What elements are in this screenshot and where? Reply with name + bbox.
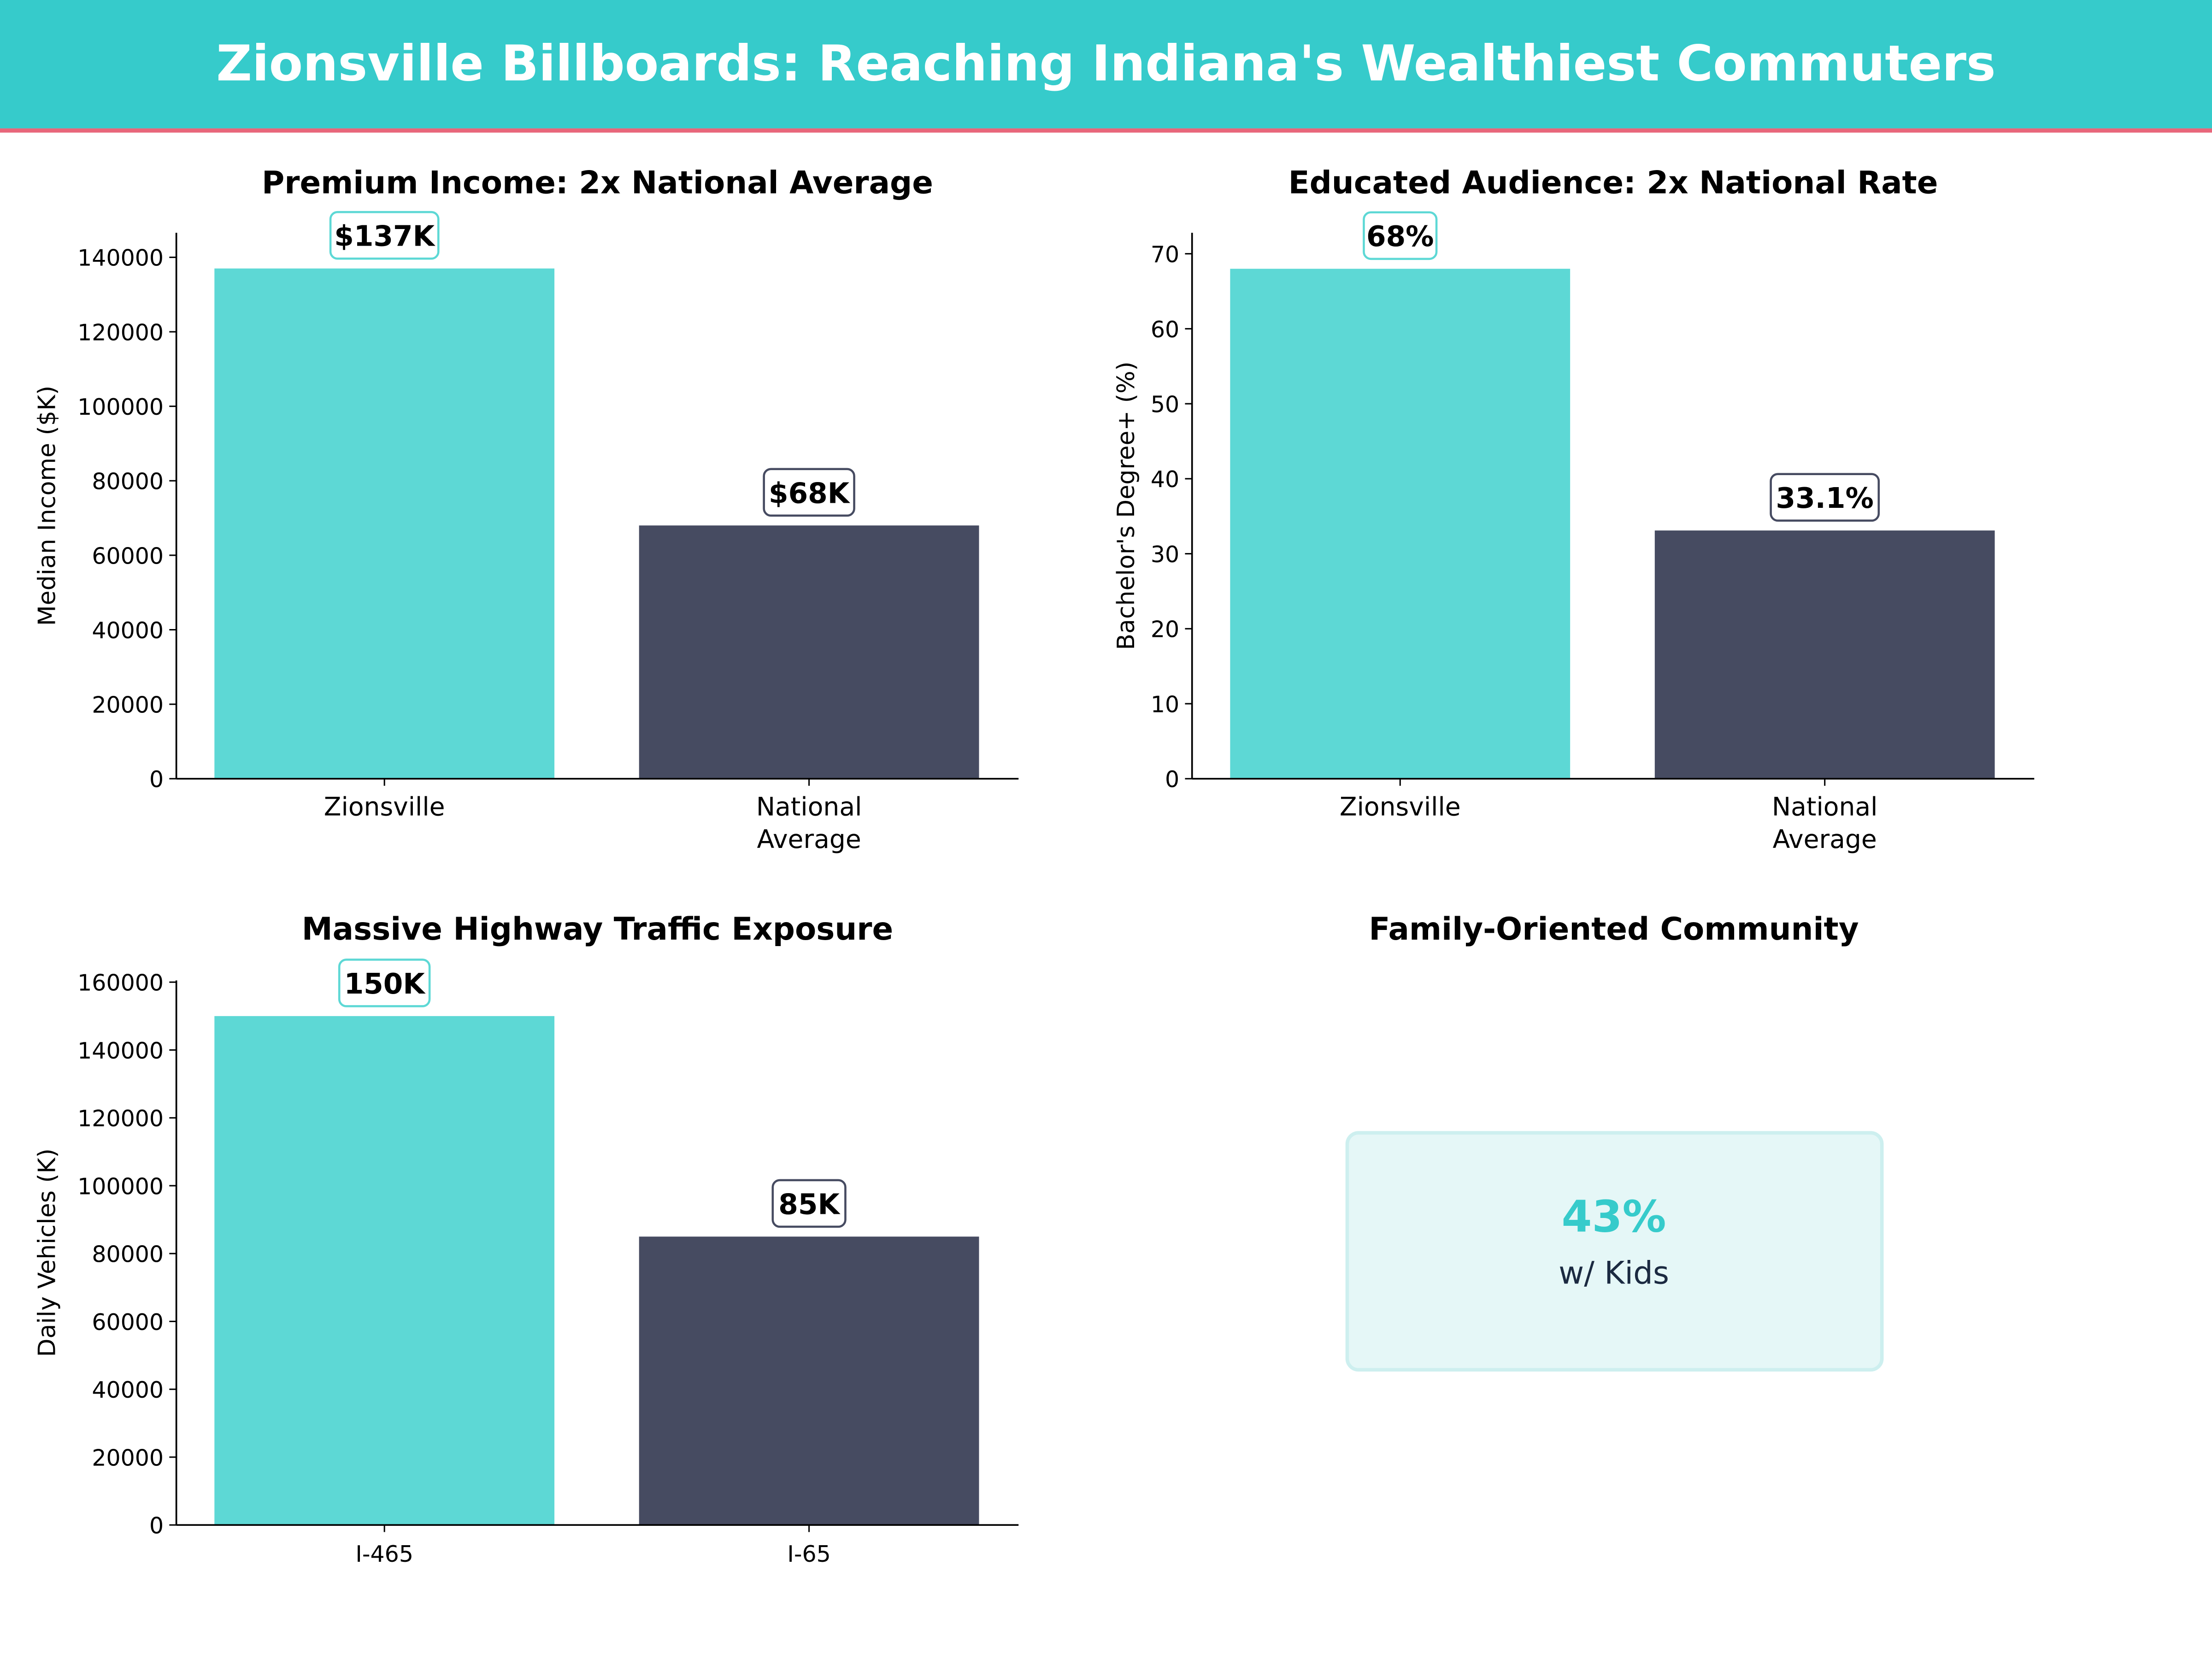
y-tick-label: 70 xyxy=(1151,241,1179,268)
y-tick-label: 160000 xyxy=(77,970,164,996)
stat-card xyxy=(1345,1131,1884,1372)
data-label-box xyxy=(763,468,855,517)
y-tick-label: 40000 xyxy=(92,1377,164,1403)
data-label: 68% xyxy=(1366,220,1434,253)
stat-value: 43% xyxy=(1561,1191,1666,1242)
y-tick-label: 100000 xyxy=(77,1173,164,1200)
x-tick-label: Zionsville xyxy=(324,792,445,821)
data-label-box xyxy=(1363,211,1438,260)
y-tick-label: 140000 xyxy=(77,1038,164,1064)
data-label: $137K xyxy=(334,220,435,253)
stat-label: w/ Kids xyxy=(1559,1255,1669,1291)
data-label: 33.1% xyxy=(1776,482,1873,515)
header-title: Zionsville Billboards: Reaching Indiana'… xyxy=(216,35,1995,92)
x-tick-label: National xyxy=(1772,792,1878,821)
y-tick-label: 60 xyxy=(1151,317,1179,343)
data-label-box xyxy=(771,1179,847,1228)
y-axis-label: Median Income ($K) xyxy=(33,386,61,626)
bar-i-65 xyxy=(639,1236,979,1525)
x-tick-label: National xyxy=(756,792,862,821)
y-tick-label: 40000 xyxy=(92,618,164,644)
y-axis-label: Daily Vehicles (K) xyxy=(33,1148,61,1357)
y-tick-label: 40 xyxy=(1151,466,1179,493)
bar-zionsville xyxy=(214,268,555,779)
x-tick-label: Average xyxy=(1773,824,1877,854)
header-accent-line xyxy=(0,128,2212,133)
y-tick-label: 0 xyxy=(149,766,164,793)
bar-i-465 xyxy=(214,1016,555,1525)
bar-chart-1: Premium Income: 2x National Average $137K… xyxy=(33,164,1019,854)
y-tick-label: 20000 xyxy=(92,692,164,718)
bar-chart-2: Educated Audience: 2x National Rate 68% Zi… xyxy=(1112,164,2035,854)
bar-zionsville xyxy=(1230,269,1571,779)
bar-national-average xyxy=(1654,530,1995,779)
bar-chart-3: Massive Highway Traffic Exposure 150K I-46… xyxy=(33,911,1019,1567)
data-label: 150K xyxy=(344,968,426,1000)
x-tick-label: Zionsville xyxy=(1340,792,1461,821)
chart-title: Premium Income: 2x National Average xyxy=(262,164,933,200)
data-label-box xyxy=(338,959,431,1007)
x-tick-label: Average xyxy=(757,824,861,854)
charts: Premium Income: 2x National Average $137K… xyxy=(33,164,2035,1567)
y-tick-label: 120000 xyxy=(77,319,164,346)
chart-title: Educated Audience: 2x National Rate xyxy=(1288,164,1938,200)
y-tick-label: 60000 xyxy=(92,1309,164,1335)
y-tick-label: 10 xyxy=(1151,691,1179,718)
stat-panel: Family-Oriented Community 43% w/ Kids xyxy=(1345,911,1884,1372)
chart-title: Massive Highway Traffic Exposure xyxy=(302,911,893,947)
y-tick-label: 60000 xyxy=(92,543,164,569)
data-label-box xyxy=(329,211,440,260)
y-tick-label: 80000 xyxy=(92,469,164,495)
y-tick-label: 120000 xyxy=(77,1106,164,1132)
data-label: $68K xyxy=(769,477,851,510)
y-tick-label: 30 xyxy=(1151,541,1179,568)
data-label: 85K xyxy=(778,1188,841,1221)
data-label-box xyxy=(1770,473,1880,522)
x-tick-label: I-65 xyxy=(787,1541,830,1567)
header-banner xyxy=(0,0,2212,129)
y-tick-label: 100000 xyxy=(77,394,164,420)
y-tick-label: 50 xyxy=(1151,392,1179,418)
y-tick-label: 0 xyxy=(149,1513,164,1539)
y-tick-label: 20000 xyxy=(92,1445,164,1471)
bar-national-average xyxy=(639,525,979,779)
y-tick-label: 80000 xyxy=(92,1241,164,1268)
x-tick-label: I-465 xyxy=(355,1541,413,1567)
y-tick-label: 140000 xyxy=(77,245,164,271)
y-axis-label: Bachelor's Degree+ (%) xyxy=(1112,361,1140,650)
y-tick-label: 0 xyxy=(1165,766,1179,793)
stat-panel-title: Family-Oriented Community xyxy=(1369,911,1859,947)
y-tick-label: 20 xyxy=(1151,617,1179,643)
